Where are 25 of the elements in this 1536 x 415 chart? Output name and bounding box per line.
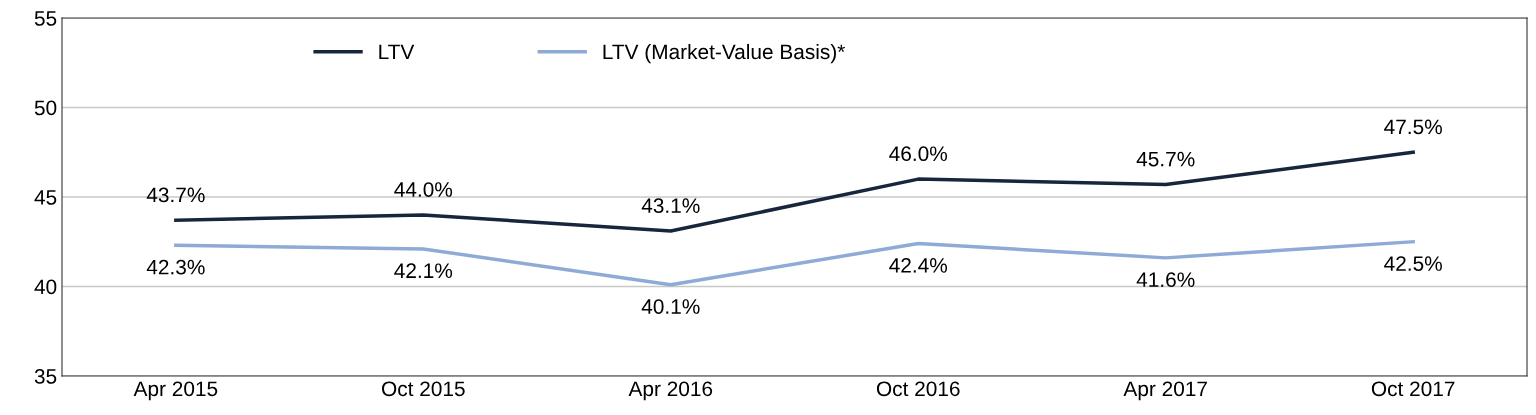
data-label: 42.3%	[146, 259, 205, 275]
x-tick-label: Apr 2017	[1123, 381, 1207, 401]
x-tick-label: Apr 2016	[628, 381, 713, 401]
legend-label: LTV (Market-Value Basis)*	[603, 43, 846, 64]
y-tick-label: 40	[34, 279, 57, 295]
data-label: 43.1%	[641, 198, 700, 213]
data-label: 45.7%	[1136, 151, 1195, 167]
x-tick-label: Oct 2015	[382, 381, 465, 397]
y-tick-label: 35	[34, 369, 57, 384]
x-tick-label: Oct 2016	[876, 381, 960, 397]
data-label: 42.1%	[394, 263, 453, 279]
data-label: 47.5%	[1384, 119, 1442, 135]
y-tick-label: 55	[34, 11, 57, 26]
x-tick-label: Oct 2017	[1371, 381, 1455, 397]
legend-label: LTV	[379, 44, 415, 60]
x-tick-label: Apr 2015	[133, 381, 218, 401]
data-label: 43.7%	[146, 187, 205, 203]
data-label: 46.0%	[889, 146, 948, 162]
data-label: 41.6%	[1136, 272, 1195, 288]
data-label: 42.4%	[889, 257, 948, 273]
data-label: 40.1%	[641, 299, 700, 314]
data-label: 44.0%	[394, 182, 453, 197]
data-label: 42.5%	[1384, 256, 1442, 271]
y-tick-label: 50	[34, 100, 57, 116]
y-tick-label: 45	[34, 190, 57, 205]
